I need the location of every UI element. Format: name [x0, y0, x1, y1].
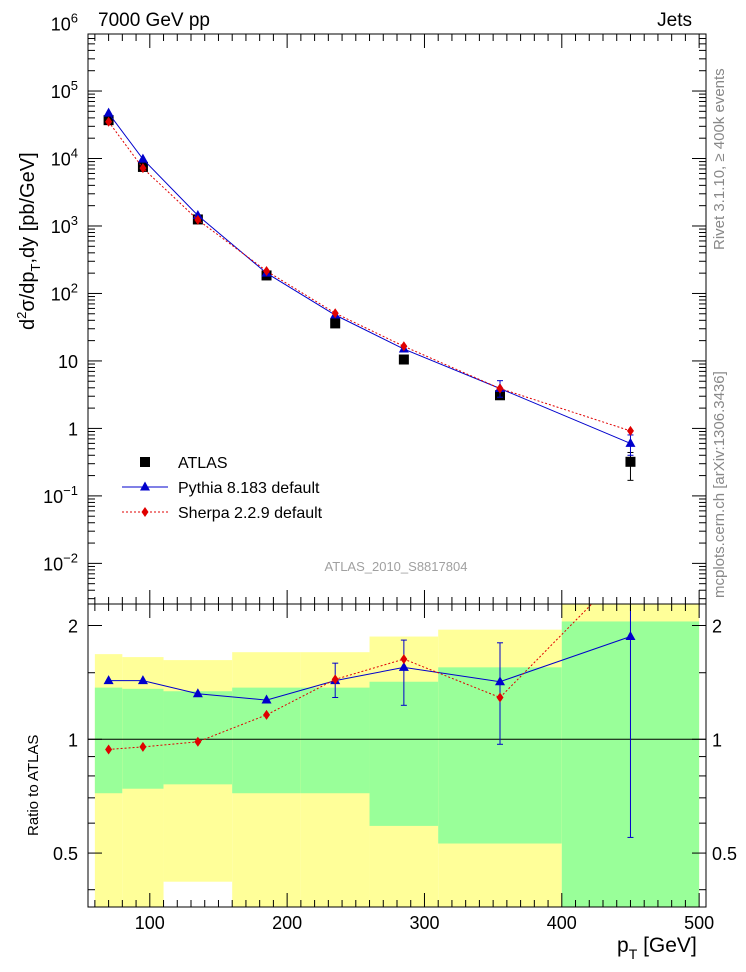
mcplots-label: mcplots.cern.ch [arXiv:1306.3436] [711, 371, 728, 598]
sherpa-point [626, 425, 634, 436]
sherpa-ratio-line [108, 604, 593, 750]
ratio-y-tick-label: 2 [68, 617, 78, 637]
ratio-y-tick-label: 1 [68, 730, 78, 750]
uncertainty-band-inner [122, 688, 164, 789]
sherpa-point [496, 383, 504, 394]
x-tick-label: 200 [272, 913, 302, 933]
legend-pythia-marker [140, 481, 150, 491]
y-tick-label: 10−1 [43, 483, 78, 507]
collision-label: 7000 GeV pp [98, 10, 210, 31]
x-tick-label: 100 [135, 913, 165, 933]
sherpa-point [105, 116, 113, 127]
legend-sherpa-marker [141, 507, 149, 517]
atlas-point [625, 456, 636, 467]
uncertainty-band-inner [300, 687, 370, 794]
sherpa-ratio-point [331, 674, 339, 685]
ratio-y-tick-label-right: 1 [712, 730, 722, 750]
ratio-y-tick-label-right: 0.5 [712, 844, 737, 864]
pythia-ratio-point [495, 676, 505, 686]
pythia-ratio-line [108, 636, 631, 701]
x-tick-label: 500 [684, 913, 714, 933]
pythia-ratio-point [137, 675, 148, 685]
pythia-point [137, 153, 148, 163]
pythia-ratio-point [261, 694, 272, 704]
atlas-point [330, 318, 341, 329]
sherpa-ratio-point [105, 744, 113, 755]
pythia-ratio-point [192, 688, 203, 698]
pythia-point [192, 210, 203, 220]
x-axis-label: pT [GeV] [617, 934, 697, 962]
sherpa-ratio-point [400, 654, 408, 665]
sherpa-point [263, 266, 271, 277]
pythia-line [108, 112, 631, 444]
sherpa-point [194, 214, 202, 225]
main-plot-panel: 10−2 10−1 1 10 102 103 104 105 106 ATLAS_2010_S8… [43, 11, 707, 605]
uncertainty-band-inner [232, 687, 301, 794]
ratio-y-axis-label: Ratio to ATLAS [25, 735, 42, 836]
sherpa-ratio-point [496, 692, 504, 703]
pythia-ratio-point [398, 661, 409, 671]
legend-pythia-label: Pythia 8.183 default [178, 480, 320, 497]
analysis-label: ATLAS_2010_S8817804 [325, 559, 468, 574]
legend-atlas-marker [140, 457, 150, 467]
sherpa-point [139, 163, 147, 174]
x-tick-label: 400 [547, 913, 577, 933]
y-tick-label: 105 [51, 78, 78, 102]
y-tick-label: 10 [58, 352, 78, 372]
y-tick-label: 10−2 [43, 550, 78, 574]
y-tick-label: 103 [51, 213, 78, 237]
legend-atlas-label: ATLAS [178, 455, 228, 472]
svg-text:pT [GeV]: pT [GeV] [617, 934, 697, 962]
y-tick-label: 106 [51, 11, 78, 35]
y-tick-label: 102 [51, 280, 78, 304]
legend: ATLAS Pythia 8.183 default Sherpa 2.2.9 de… [122, 455, 323, 522]
pythia-point [625, 437, 636, 447]
ratio-y-tick-label-right: 2 [712, 617, 722, 637]
sherpa-ratio-point [139, 741, 147, 752]
sherpa-ratio-point [263, 709, 271, 720]
sherpa-point [400, 341, 408, 352]
x-tick-label: 300 [409, 913, 439, 933]
pythia-ratio-point [625, 631, 636, 641]
legend-sherpa-label: Sherpa 2.2.9 default [178, 505, 323, 522]
atlas-point [398, 354, 409, 365]
sherpa-point [331, 308, 339, 319]
y-tick-label: 1 [68, 419, 78, 439]
pythia-ratio-point [103, 675, 114, 685]
process-label: Jets [657, 10, 692, 31]
ratio-plot-panel: 100 200 300 400 500 0.5 0.5 1 1 2 2 [53, 603, 737, 933]
sherpa-ratio-point [194, 736, 202, 747]
ratio-y-tick-label: 0.5 [53, 844, 78, 864]
pythia-point [103, 107, 114, 117]
sherpa-line [108, 121, 631, 432]
rivet-label: Rivet 3.1.10, ≥ 400k events [711, 68, 728, 250]
y-tick-label: 104 [51, 146, 78, 170]
svg-text:d2σ/dpT,dy [pb/GeV]: d2σ/dpT,dy [pb/GeV] [14, 152, 43, 330]
main-y-axis-label: d2σ/dpT,dy [pb/GeV] [14, 152, 43, 330]
uncertainty-band-inner [94, 687, 123, 794]
